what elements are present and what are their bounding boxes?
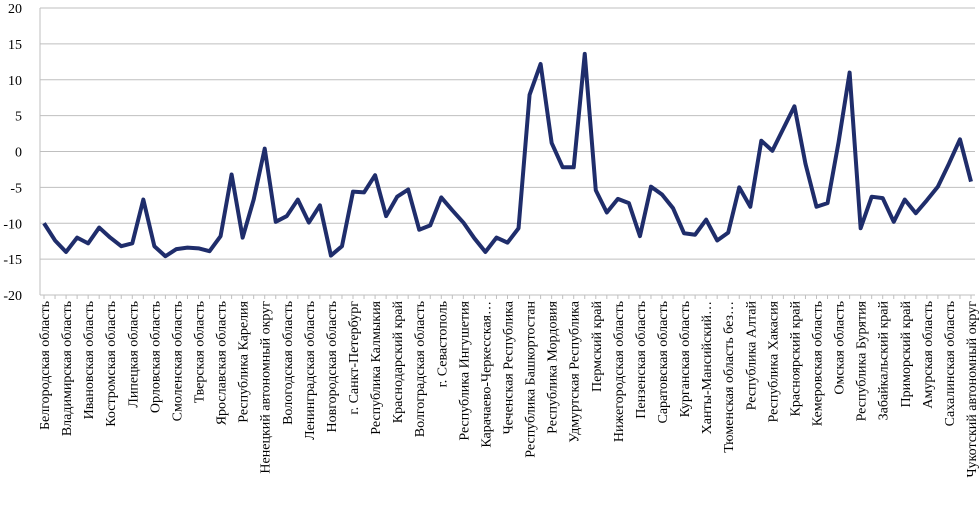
x-tick-label: г. Санкт-Петербург [347, 301, 362, 415]
x-tick-label: Республика Мордовия [546, 300, 561, 433]
x-tick-label: Смоленская область [170, 301, 185, 421]
x-tick-label: Белгородская область [38, 301, 53, 430]
x-tick-label: Ханты-Мансийский… [700, 301, 715, 434]
x-tick-label: Вологодская область [281, 301, 296, 425]
x-tick-label: Владимирская область [60, 301, 75, 436]
x-tick-label: Тверская область [193, 301, 208, 403]
x-tick-label: г. Севастополь [435, 301, 450, 387]
x-tick-label: Чукотский автономный округ [965, 301, 980, 478]
x-tick-label: Новгородская область [325, 301, 340, 432]
x-tick-label: Республика Калмыкия [369, 300, 384, 434]
y-tick-label: 5 [15, 110, 22, 125]
y-tick-label: 15 [8, 38, 22, 53]
x-tick-label: Республика Карелия [237, 300, 252, 422]
y-tick-label: -10 [3, 217, 22, 232]
x-tick-label: Удмуртская Республика [568, 300, 583, 443]
x-tick-label: Забайкальский край [877, 301, 892, 421]
x-tick-label: Саратовская область [656, 301, 671, 424]
x-tick-label: Ярославская область [215, 301, 230, 425]
x-tick-label: Чеченская Республика [502, 300, 517, 434]
data-line [42, 51, 973, 259]
x-tick-label: Республика Хакасия [766, 300, 781, 422]
x-tick-label: Ивановская область [82, 301, 97, 419]
x-tick-label: Нижегородская область [612, 301, 627, 442]
x-tick-label: Приморский край [899, 301, 914, 408]
y-tick-label: -20 [3, 289, 22, 304]
x-tick-label: Липецкая область [126, 301, 141, 408]
x-tick-label: Ленинградская область [303, 301, 318, 440]
x-tick-label: Костромская область [104, 301, 119, 427]
x-tick-label: Краснодарский край [391, 300, 406, 423]
y-tick-label: -15 [3, 253, 22, 268]
y-tick-label: 10 [8, 74, 22, 89]
y-tick-label: -5 [10, 181, 22, 196]
y-tick-label: 20 [8, 2, 22, 17]
x-tick-label: Красноярский край [788, 301, 803, 417]
x-tick-label: Волгоградская область [413, 301, 428, 437]
x-tick-label: Пермский край [590, 300, 605, 391]
x-tick-label: Ненецкий автономный округ [259, 301, 274, 474]
x-tick-label: Курганская область [678, 301, 693, 417]
y-tick-label: 0 [15, 146, 22, 161]
x-tick-label: Кемеровская область [811, 301, 826, 426]
x-tick-label: Республика Ингушетия [457, 300, 472, 440]
x-tick-label: Республика Бурятия [855, 300, 870, 421]
x-tick-label: Карачаево-Черкесская… [479, 301, 494, 448]
x-tick-label: Тюменская область без… [722, 301, 737, 453]
x-tick-label: Республика Алтай [744, 301, 759, 411]
x-tick-label: Омская область [833, 301, 848, 395]
x-tick-label: Орловская область [148, 301, 163, 413]
x-tick-label: Республика Башкортостан [524, 301, 539, 458]
x-tick-label: Амурская область [921, 301, 936, 409]
x-tick-label: Сахалинская область [943, 301, 958, 426]
x-tick-label: Пензенская область [634, 301, 649, 419]
